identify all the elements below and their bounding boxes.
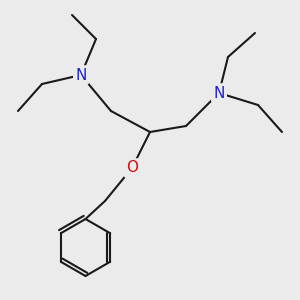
Text: O: O	[126, 160, 138, 175]
Text: N: N	[75, 68, 87, 82]
Text: N: N	[213, 85, 225, 100]
